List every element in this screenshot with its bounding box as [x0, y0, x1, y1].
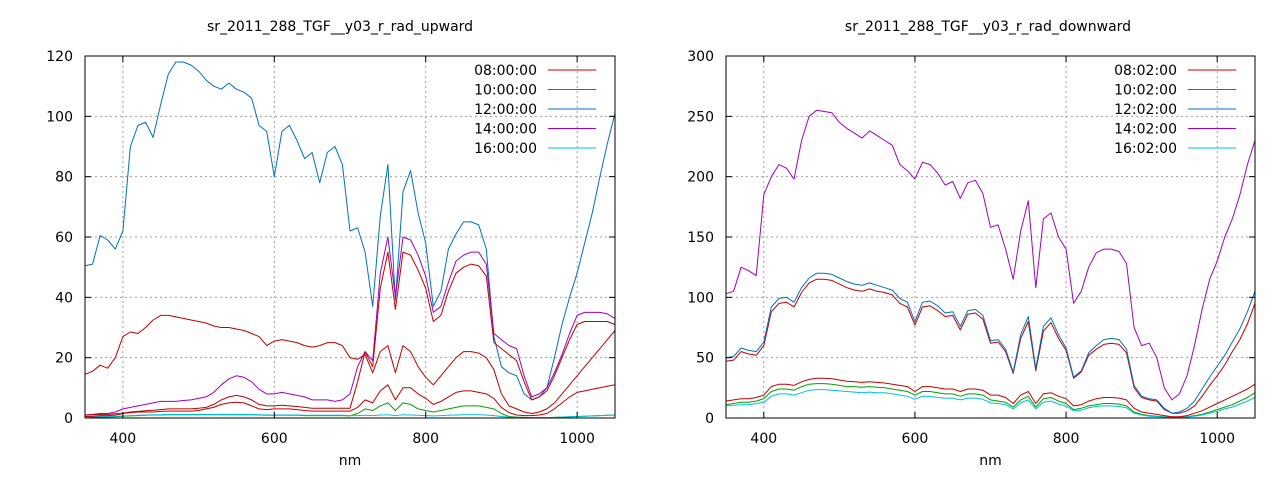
y-tick-label: 40	[55, 290, 73, 306]
legend-label: 14:02:00	[1114, 122, 1177, 138]
legend-label: 08:00:00	[474, 63, 537, 79]
series-line-3	[725, 272, 1256, 414]
x-tick-label: 1000	[559, 431, 595, 447]
legend-label: 08:02:00	[1114, 63, 1177, 79]
x-axis-label: nm	[979, 453, 1002, 469]
series-line-7	[84, 251, 616, 416]
chart-panel-2: sr_2011_288_TGF__y03_r_rad_downward 0 50 10…	[687, 19, 1256, 469]
x-axis-label: nm	[339, 453, 362, 469]
y-tick-label: 100	[687, 290, 714, 306]
y-tick-label: 20	[55, 351, 73, 367]
x-tick-label: 1000	[1199, 431, 1235, 447]
chart-title: sr_2011_288_TGF__y03_r_rad_upward	[207, 19, 473, 35]
series-line-3	[84, 61, 616, 401]
y-tick-label: 80	[55, 170, 73, 186]
y-tick-label: 250	[687, 109, 714, 125]
x-tick-label: 400	[750, 431, 777, 447]
x-tick-label: 600	[902, 431, 929, 447]
x-tick-label: 800	[1053, 431, 1080, 447]
y-tick-label: 0	[64, 411, 73, 427]
legend-label: 10:02:00	[1114, 83, 1177, 99]
x-tick-label: 600	[261, 431, 288, 447]
legend-label: 10:00:00	[474, 83, 537, 99]
series-line-6	[84, 384, 616, 417]
chart-panel-1: sr_2011_288_TGF__y03_r_rad_upward 0 20 40 60…	[46, 19, 616, 469]
y-tick-label: 200	[687, 170, 714, 186]
series-line-5	[725, 389, 1256, 418]
y-tick-label: 120	[46, 49, 73, 65]
x-tick-label: 400	[109, 431, 136, 447]
y-tick-label: 0	[705, 411, 714, 427]
y-tick-label: 60	[55, 230, 73, 246]
series-line-1	[84, 314, 616, 414]
chart-title: sr_2011_288_TGF__y03_r_rad_downward	[845, 19, 1131, 35]
series-line-6	[725, 377, 1256, 418]
legend-label: 12:00:00	[474, 102, 537, 118]
y-tick-label: 150	[687, 230, 714, 246]
y-tick-label: 50	[696, 351, 714, 367]
series-line-4	[84, 236, 616, 416]
series-line-4	[725, 109, 1256, 401]
legend-label: 14:00:00	[474, 122, 537, 138]
series-line-1	[725, 278, 1256, 414]
y-tick-label: 300	[687, 49, 714, 65]
x-tick-label: 800	[412, 431, 439, 447]
y-tick-label: 100	[46, 109, 73, 125]
legend-label: 16:02:00	[1114, 141, 1177, 157]
legend-label: 16:00:00	[474, 141, 537, 157]
legend-label: 12:02:00	[1114, 102, 1177, 118]
